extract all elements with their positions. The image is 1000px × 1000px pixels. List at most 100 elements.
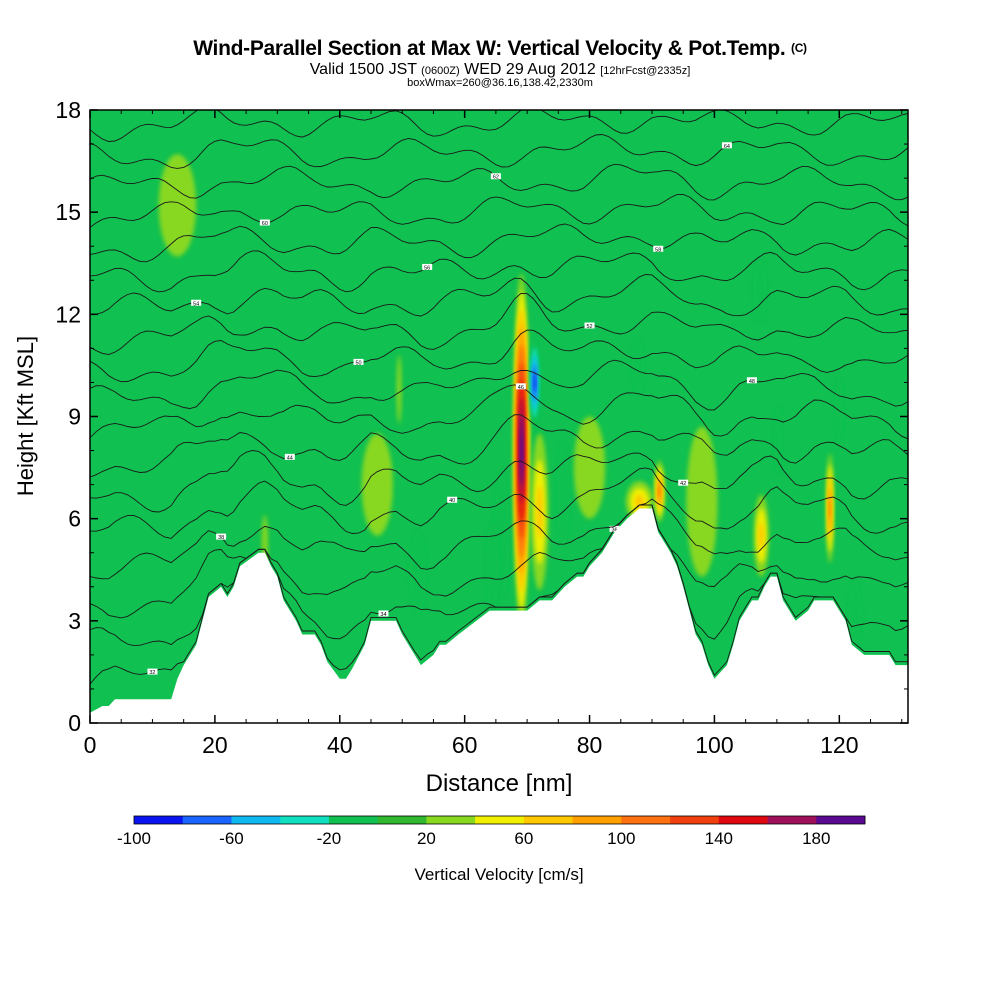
theta-label: 40 <box>449 498 455 504</box>
chart-title: Wind-Parallel Section at Max W: Vertical… <box>0 37 1000 61</box>
colorbar-segment <box>426 816 476 824</box>
theta-contour <box>90 359 908 411</box>
theta-label: 44 <box>287 455 293 461</box>
w-region <box>557 443 570 546</box>
w-region <box>536 485 543 538</box>
theta-label-bg <box>746 377 757 384</box>
w-region <box>486 522 500 611</box>
w-region <box>829 497 831 520</box>
colorbar-frame <box>133 815 866 825</box>
theta-label: 64 <box>724 144 730 150</box>
colorbar-tick-label: -20 <box>317 829 342 848</box>
vertical-velocity-field <box>158 154 862 649</box>
colorbar-tick-label: -100 <box>117 829 151 848</box>
y-tick-label: 18 <box>55 97 81 123</box>
theta-contour <box>90 504 908 619</box>
theta-contour <box>90 329 908 383</box>
theta-label-bg <box>353 358 364 365</box>
y-tick-label: 15 <box>55 199 81 225</box>
theta-label-bg <box>147 668 158 675</box>
w-region <box>686 426 718 577</box>
theta-label: 60 <box>262 221 268 227</box>
theta-label-bg <box>191 299 202 306</box>
theta-contour <box>90 223 908 263</box>
y-tick-label: 9 <box>68 404 81 430</box>
theta-label: 48 <box>749 379 755 385</box>
theta-contour <box>90 110 908 142</box>
colorbar-segment <box>523 816 573 824</box>
chart-title-text: Wind-Parallel Section at Max W: Vertical… <box>193 37 786 60</box>
w-region <box>520 432 523 469</box>
terrain-profile <box>90 508 908 723</box>
theta-label: 56 <box>424 265 430 271</box>
colorbar-label: Vertical Velocity [cm/s] <box>414 865 583 884</box>
theta-contour <box>90 292 908 355</box>
theta-label: 32 <box>149 670 155 676</box>
colorbar-segment <box>572 816 622 824</box>
colorbar-segment <box>280 816 330 824</box>
x-tick-label: 100 <box>695 732 733 758</box>
x-tick-label: 60 <box>452 732 478 758</box>
theta-label-bg <box>653 245 664 252</box>
w-region <box>158 154 197 257</box>
theta-label-bg <box>609 525 620 532</box>
colorbar-segment <box>231 816 281 824</box>
theta-contour <box>90 250 908 293</box>
w-region <box>632 338 645 393</box>
theta-label-bg <box>490 173 501 180</box>
colorbar-segment <box>816 816 866 824</box>
valid-time: Valid 1500 JST <box>309 61 417 78</box>
theta-label-bg <box>515 383 526 390</box>
colorbar: -100 -60 -20 20 60 100 140 180 <box>117 815 866 848</box>
x-tick-label: 40 <box>327 732 353 758</box>
theta-label-bg <box>721 142 732 149</box>
x-axis-label: Distance [nm] <box>426 770 573 797</box>
theta-label-bg <box>447 496 458 503</box>
colorbar-tick-label: 20 <box>417 829 436 848</box>
w-region <box>753 259 767 322</box>
w-region <box>533 373 536 392</box>
y-tick-label: 0 <box>68 710 81 736</box>
theta-label: 54 <box>193 301 199 307</box>
y-tick-label: 12 <box>55 301 81 327</box>
w-region <box>835 379 844 441</box>
colorbar-tick-label: 60 <box>514 829 533 848</box>
theta-label-bg <box>259 219 270 226</box>
valid-utc: (0600Z) <box>421 65 460 77</box>
theta-label-bg <box>216 533 227 540</box>
box-info: boxWmax=260@36.16,138.42,2330m <box>407 77 593 89</box>
w-region <box>396 355 402 424</box>
w-region <box>658 485 661 498</box>
colorbar-segment <box>475 816 525 824</box>
w-region <box>848 579 862 649</box>
theta-label-bg <box>378 610 389 617</box>
chart-subtitle: Valid 1500 JST (0600Z) WED 29 Aug 2012 [… <box>0 61 1000 79</box>
w-region <box>361 433 393 536</box>
theta-label: 46 <box>518 385 524 391</box>
colorbar-segment <box>767 816 817 824</box>
x-tick-label: 120 <box>820 732 858 758</box>
theta-label-bg <box>422 263 433 270</box>
x-tick-label: 80 <box>577 732 603 758</box>
copyright-mark: (C) <box>791 41 807 55</box>
theta-label: 52 <box>586 324 592 330</box>
theta-contour <box>90 414 908 478</box>
theta-contour <box>90 504 908 647</box>
theta-contour <box>90 274 908 317</box>
w-region <box>634 494 645 509</box>
x-tick-label: 20 <box>202 732 228 758</box>
colorbar-tick-label: 100 <box>607 829 635 848</box>
theta-contour <box>90 467 908 539</box>
colorbar-segment <box>328 816 378 824</box>
theta-label: 58 <box>655 247 661 253</box>
forecast-info: [12hrFcst@2335z] <box>600 65 691 77</box>
colorbar-segment <box>134 816 184 824</box>
w-region <box>774 406 782 475</box>
y-axis-label: Height [Kft MSL] <box>13 336 38 496</box>
w-region <box>409 532 426 615</box>
w-region <box>758 522 764 550</box>
terrain <box>90 508 908 723</box>
theta-label: 34 <box>380 612 386 618</box>
theta-label-bg <box>584 322 595 329</box>
